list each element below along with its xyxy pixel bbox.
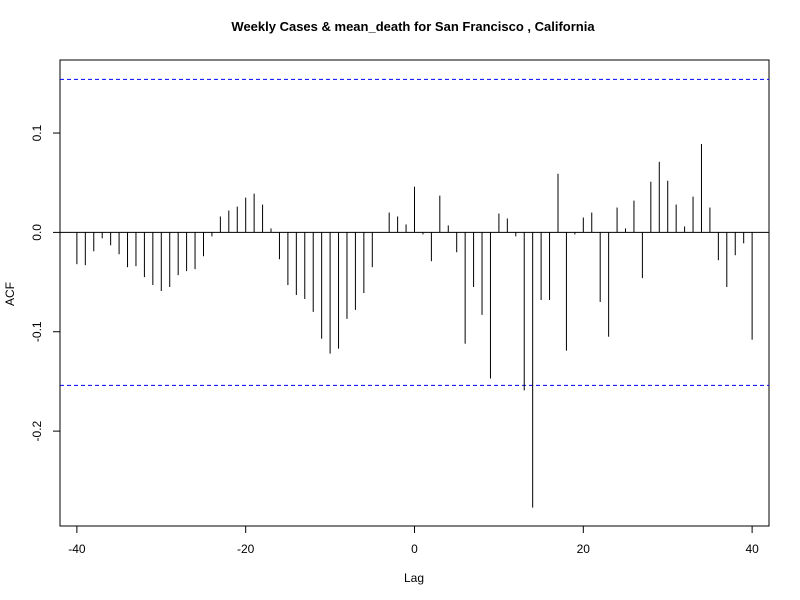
x-tick-label: -20 <box>237 542 255 556</box>
y-axis: -0.2 -0.1 0.0 0.1 <box>30 124 61 441</box>
y-tick-label: 0.1 <box>30 124 44 141</box>
x-tick-label: 20 <box>577 542 591 556</box>
x-axis-label: Lag <box>404 571 424 585</box>
y-tick-label: 0.0 <box>30 224 44 241</box>
x-axis: -40 -20 0 20 40 <box>68 525 759 556</box>
y-axis-label: ACF <box>3 282 17 306</box>
acf-bars <box>76 143 753 508</box>
x-tick-label: -40 <box>68 542 86 556</box>
y-tick-label: -0.2 <box>30 420 44 441</box>
x-tick-label: 0 <box>411 542 418 556</box>
x-tick-label: 40 <box>745 542 759 556</box>
plot-frame <box>59 59 770 527</box>
chart-title: Weekly Cases & mean_death for San Franci… <box>231 19 595 34</box>
confidence-lines <box>60 78 769 386</box>
y-tick-label: -0.1 <box>30 321 44 342</box>
